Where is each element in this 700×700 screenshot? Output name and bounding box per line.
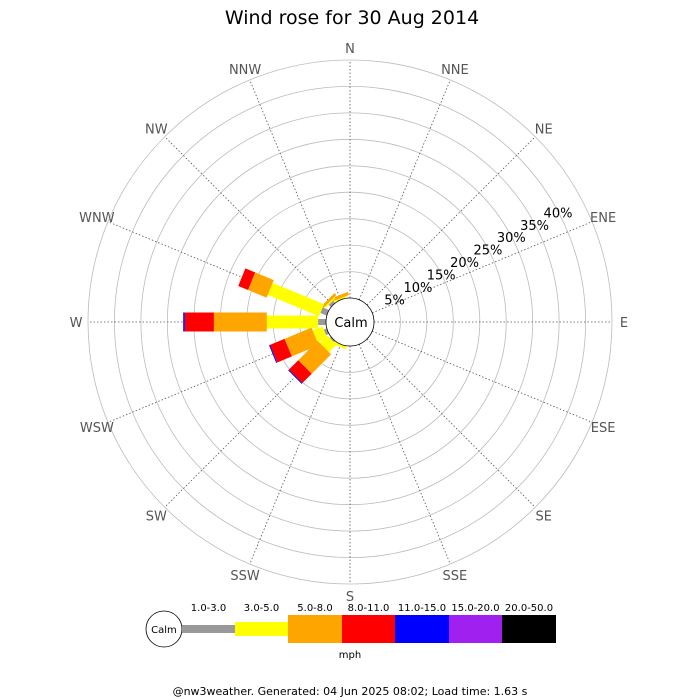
bar-sw-5.0-8.0	[298, 340, 332, 374]
direction-labels: N NNE NE ENE E ESE SE SSE S SSW SW WSW W WNW NW NNW	[70, 42, 629, 605]
direction-label-w: W	[70, 316, 83, 331]
direction-label-ese: ESE	[591, 421, 616, 436]
bar-wsw-8.0-11.0	[269, 338, 292, 363]
legend-swatch-11.0-15.0	[395, 615, 449, 643]
direction-label-s: S	[346, 590, 354, 605]
bar-nw-5.0-8.0	[321, 293, 337, 309]
legend-swatch-1.0-3.0	[182, 625, 235, 633]
spoke-se	[366, 338, 536, 508]
bar-nw-1.0-3.0	[328, 300, 336, 308]
legend-label-20.0-50.0: 20.0-50.0	[505, 603, 553, 614]
spoke-ese	[372, 330, 593, 423]
radial-tick-label: 30%	[497, 231, 526, 246]
calm-circle	[325, 297, 375, 347]
grid-ring	[113, 85, 587, 559]
direction-label-nne: NNE	[441, 63, 469, 78]
spoke-ene	[372, 221, 593, 314]
radial-tick-label: 40%	[544, 206, 573, 221]
bar-nw-3.0-5.0	[325, 297, 336, 308]
radial-tick-label: 10%	[403, 281, 432, 296]
bar-wnw-8.0-11.0	[238, 268, 256, 290]
legend-swatch-15.0-20.0	[449, 615, 502, 643]
direction-label-nw: NW	[145, 122, 168, 137]
spoke-ssw	[249, 344, 342, 565]
bar-wnw-3.0-5.0	[267, 282, 324, 317]
direction-label-sse: SSE	[443, 569, 468, 584]
bar-wnw-5.0-8.0	[247, 272, 274, 298]
bar-sw-3.0-5.0	[319, 335, 337, 353]
grid-ring	[87, 59, 613, 585]
direction-label-nnw: NNW	[229, 63, 261, 78]
direction-label-sw: SW	[146, 510, 167, 525]
bar-wsw-3.0-5.0	[312, 326, 328, 343]
direction-label-wsw: WSW	[80, 421, 114, 436]
bar-wsw-5.0-8.0	[284, 327, 319, 357]
legend-label-5.0-8.0: 5.0-8.0	[297, 603, 332, 614]
radial-tick-label: 15%	[427, 269, 456, 284]
direction-label-ne: NE	[535, 122, 553, 137]
radial-tick-label: 25%	[473, 244, 502, 259]
bar-ssw-3.0-5.0	[333, 341, 347, 350]
legend-swatch-8.0-11.0	[342, 615, 395, 643]
bar-wsw-1.0-3.0	[323, 328, 329, 336]
legend-label-3.0-5.0: 3.0-5.0	[244, 603, 279, 614]
legend-label-1.0-3.0: 1.0-3.0	[191, 603, 226, 614]
bar-sw-8.0-11.0	[288, 360, 312, 384]
legend-swatch-3.0-5.0	[235, 622, 288, 636]
radial-tick-labels: 5%10%15%20%25%30%35%40%	[384, 206, 572, 308]
spoke-nne	[358, 79, 451, 300]
bar-wnw-1.0-3.0	[320, 307, 329, 316]
direction-spokes	[88, 60, 612, 584]
legend-unit-label: mph	[339, 650, 361, 661]
legend-swatch-5.0-8.0	[288, 615, 342, 643]
radial-tick-label: 20%	[450, 256, 479, 271]
bar-nnw-5.0-8.0	[330, 291, 350, 302]
direction-label-n: N	[345, 42, 355, 57]
legend-label-11.0-15.0: 11.0-15.0	[398, 603, 446, 614]
spoke-ne	[366, 136, 536, 306]
grid-ring	[140, 112, 560, 532]
direction-label-se: SE	[535, 510, 551, 525]
legend-label-8.0-11.0: 8.0-11.0	[348, 603, 390, 614]
legend-calm-label: Calm	[151, 625, 177, 636]
direction-label-ene: ENE	[590, 211, 616, 226]
bar-sw-11.0-15.0	[288, 369, 303, 384]
radial-tick-label: 35%	[520, 219, 549, 234]
chart-title: Wind rose for 30 Aug 2014	[225, 7, 479, 29]
legend-swatch-20.0-50.0	[502, 615, 556, 643]
spoke-nnw	[249, 79, 342, 300]
radial-tick-label: 5%	[384, 293, 405, 308]
legend-label-15.0-20.0: 15.0-20.0	[451, 603, 499, 614]
legend: Calm mph 1.0-3.0 3.0-5.0 5.0-8.0 8.0-11.0 11…	[145, 603, 556, 661]
direction-label-ssw: SSW	[230, 569, 260, 584]
wind-bars	[183, 268, 350, 384]
footer-text: @nw3weather. Generated: 04 Jun 2025 08:0…	[173, 685, 528, 698]
spoke-nw	[164, 136, 334, 306]
direction-label-e: E	[620, 316, 628, 331]
spoke-sse	[358, 344, 451, 565]
calm-label: Calm	[334, 316, 367, 331]
direction-label-wnw: WNW	[79, 211, 115, 226]
